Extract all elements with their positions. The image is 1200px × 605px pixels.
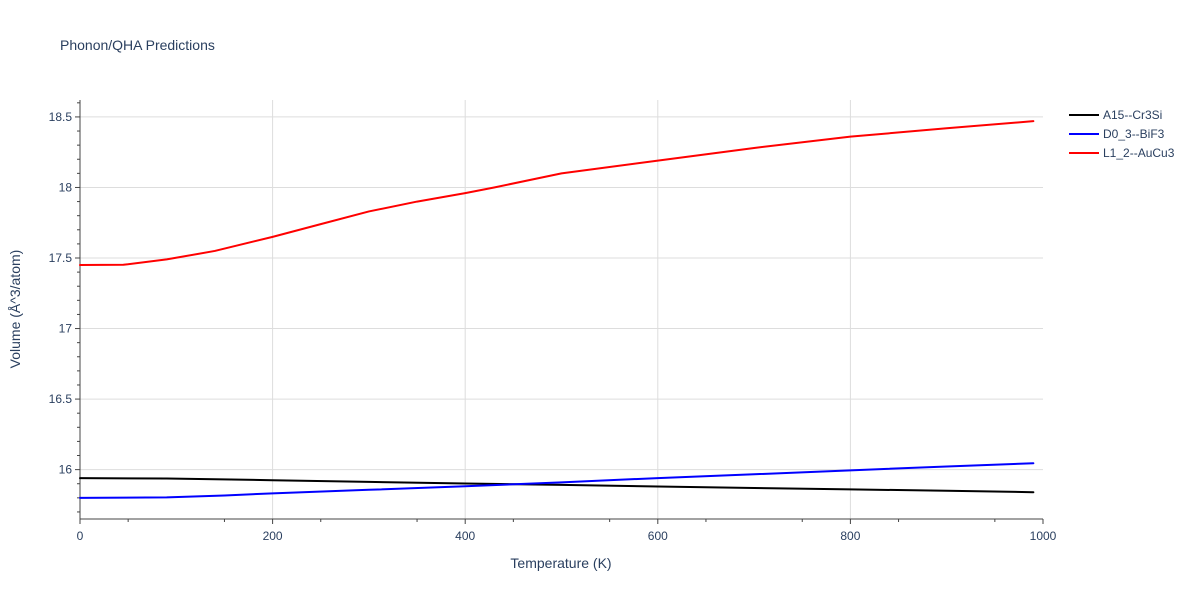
y-tick-label: 16.5 bbox=[49, 392, 73, 406]
grid-layer bbox=[80, 100, 1043, 519]
y-tick-label: 18.5 bbox=[49, 110, 73, 124]
legend-label: L1_2--AuCu3 bbox=[1103, 146, 1175, 160]
series-layer bbox=[79, 120, 1035, 499]
series-line-l1-2-aucu3[interactable] bbox=[79, 120, 1035, 267]
legend-item-d0-3-bif3[interactable]: D0_3--BiF3 bbox=[1069, 127, 1165, 141]
x-tick-label: 600 bbox=[648, 529, 668, 543]
x-axis-title: Temperature (K) bbox=[510, 555, 611, 571]
x-tick-label: 0 bbox=[77, 529, 84, 543]
series-line-a15-cr3si[interactable] bbox=[79, 477, 1035, 494]
x-tick-label: 800 bbox=[840, 529, 860, 543]
chart-title: Phonon/QHA Predictions bbox=[60, 37, 215, 53]
series-line-d0-3-bif3[interactable] bbox=[79, 462, 1035, 499]
x-tick-label: 200 bbox=[263, 529, 283, 543]
axis-layer: 0 200 400 600 800 1000 16 16.5 17 17.5 18 18.5 bbox=[49, 100, 1057, 543]
y-tick-label: 16 bbox=[59, 463, 73, 477]
legend-label: A15--Cr3Si bbox=[1103, 108, 1162, 122]
y-tick-label: 18 bbox=[59, 180, 73, 194]
y-tick-label: 17 bbox=[59, 322, 73, 336]
legend-item-l1-2-aucu3[interactable]: L1_2--AuCu3 bbox=[1069, 146, 1175, 160]
legend-item-a15-cr3si[interactable]: A15--Cr3Si bbox=[1069, 108, 1162, 122]
y-axis-title: Volume (Å^3/atom) bbox=[7, 250, 23, 369]
legend[interactable]: A15--Cr3Si D0_3--BiF3 L1_2--AuCu3 bbox=[1069, 108, 1175, 160]
legend-label: D0_3--BiF3 bbox=[1103, 127, 1165, 141]
x-tick-label: 400 bbox=[455, 529, 475, 543]
y-tick-label: 17.5 bbox=[49, 251, 73, 265]
x-tick-label: 1000 bbox=[1030, 529, 1057, 543]
